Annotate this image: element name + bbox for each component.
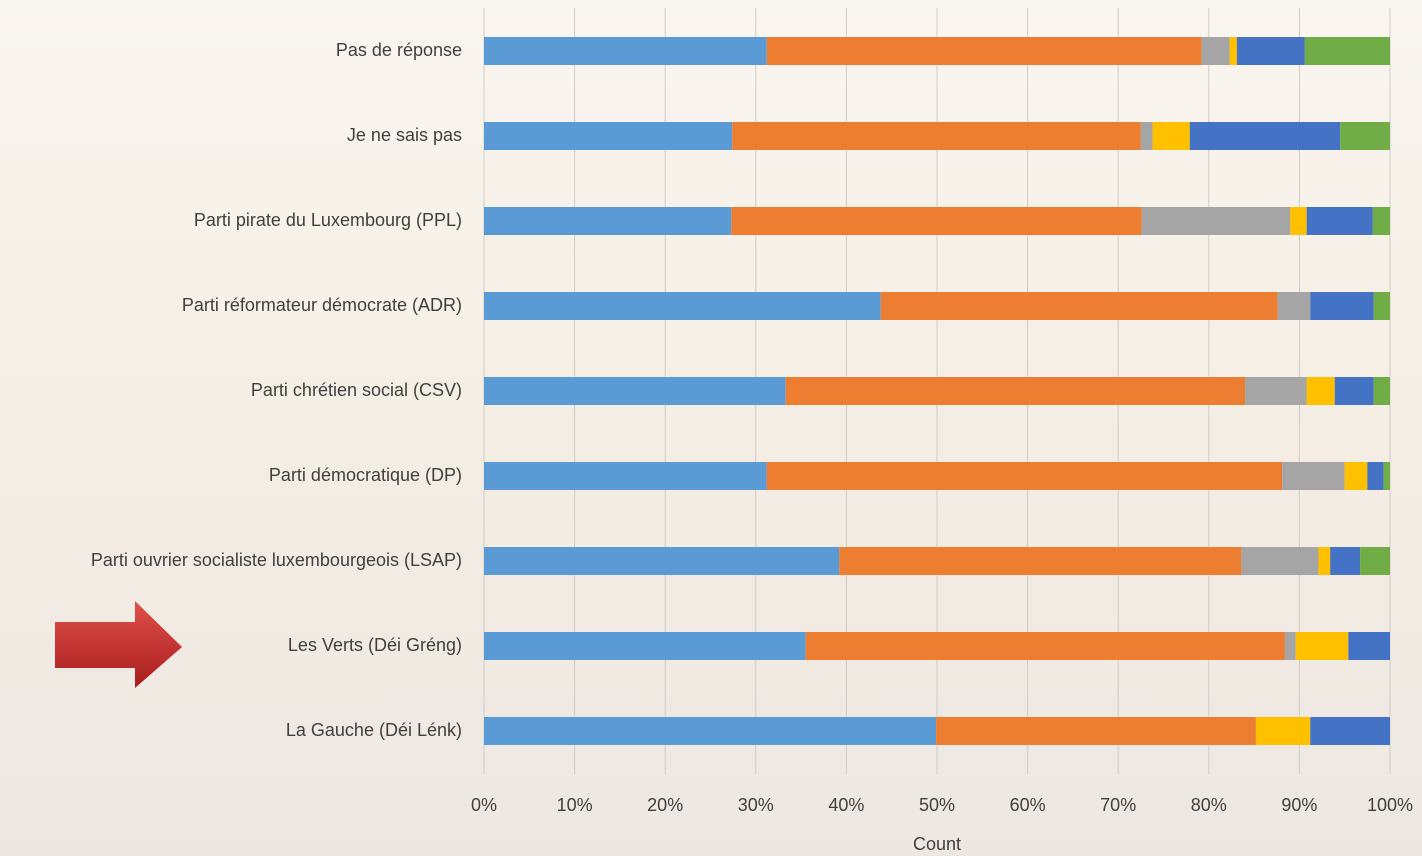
bar-segment (766, 462, 1283, 490)
bar-segment (484, 292, 881, 320)
x-tick-label: 80% (1191, 795, 1227, 815)
y-tick-label: Les Verts (Déi Gréng) (288, 635, 462, 655)
bar-segment (1229, 37, 1237, 65)
x-tick-label: 100% (1367, 795, 1413, 815)
y-tick-label: Je ne sais pas (347, 125, 462, 145)
bar-segment (484, 207, 732, 235)
arrow (55, 601, 182, 688)
y-tick-label: Parti ouvrier socialiste luxembourgeois … (91, 550, 462, 570)
bar-segment (766, 37, 1202, 65)
bar-segment (1277, 292, 1311, 320)
bar-segment (1282, 462, 1345, 490)
bar-segment (1348, 632, 1390, 660)
bar-segment (880, 292, 1278, 320)
bar-segment (1236, 37, 1305, 65)
bar-segment (1340, 122, 1390, 150)
bar-segment (1284, 632, 1296, 660)
bar-segment (1141, 207, 1291, 235)
bar-segment (1310, 717, 1390, 745)
x-tick-label: 90% (1281, 795, 1317, 815)
bar-segment (1334, 377, 1374, 405)
bar-segment (839, 547, 1242, 575)
bar-segment (1383, 462, 1390, 490)
bar-segment (1318, 547, 1331, 575)
bar-segment (1189, 122, 1341, 150)
bar-segment (1373, 377, 1390, 405)
bar-segment (731, 207, 1142, 235)
bar-segment (484, 462, 767, 490)
bar-segment (1372, 207, 1390, 235)
bar-segment (484, 122, 733, 150)
bar-segment (805, 632, 1285, 660)
bar-segment (1360, 547, 1390, 575)
y-tick-label: Parti démocratique (DP) (269, 465, 462, 485)
bar-segment (1290, 207, 1307, 235)
y-tick-label: Pas de réponse (336, 40, 462, 60)
bar-segment (1330, 547, 1361, 575)
bar-segment (1344, 462, 1368, 490)
bar-segment (1373, 292, 1390, 320)
x-tick-label: 0% (471, 795, 497, 815)
x-tick-label: 10% (557, 795, 593, 815)
x-tick-label: 20% (647, 795, 683, 815)
bar-segment (484, 717, 937, 745)
x-tick-label: 40% (828, 795, 864, 815)
bar-segment (936, 717, 1256, 745)
bar-segment (484, 377, 786, 405)
x-axis-label: Count (913, 834, 961, 854)
y-tick-label: Parti réformateur démocrate (ADR) (182, 295, 462, 315)
bar-segment (1306, 377, 1335, 405)
bar-segment (1304, 37, 1390, 65)
bar-segment (1367, 462, 1384, 490)
y-tick-label: Parti chrétien social (CSV) (251, 380, 462, 400)
bar-segment (1241, 547, 1319, 575)
x-tick-label: 50% (919, 795, 955, 815)
x-tick-label: 70% (1100, 795, 1136, 815)
bar-segment (1295, 632, 1349, 660)
bar-segment (785, 377, 1246, 405)
bar-segment (1310, 292, 1374, 320)
bar-segment (1245, 377, 1307, 405)
bar-segment (1306, 207, 1373, 235)
x-tick-label: 30% (738, 795, 774, 815)
bar-segment (484, 37, 767, 65)
bar-segment (732, 122, 1141, 150)
bar-segment (1255, 717, 1311, 745)
y-tick-label: Parti pirate du Luxembourg (PPL) (194, 210, 462, 230)
bar-segment (484, 632, 806, 660)
bar-segment (1140, 122, 1153, 150)
bar-segment (1152, 122, 1190, 150)
y-tick-label: La Gauche (Déi Lénk) (286, 720, 462, 740)
bar-segment (1201, 37, 1230, 65)
x-tick-label: 60% (1010, 795, 1046, 815)
bar-segment (484, 547, 840, 575)
